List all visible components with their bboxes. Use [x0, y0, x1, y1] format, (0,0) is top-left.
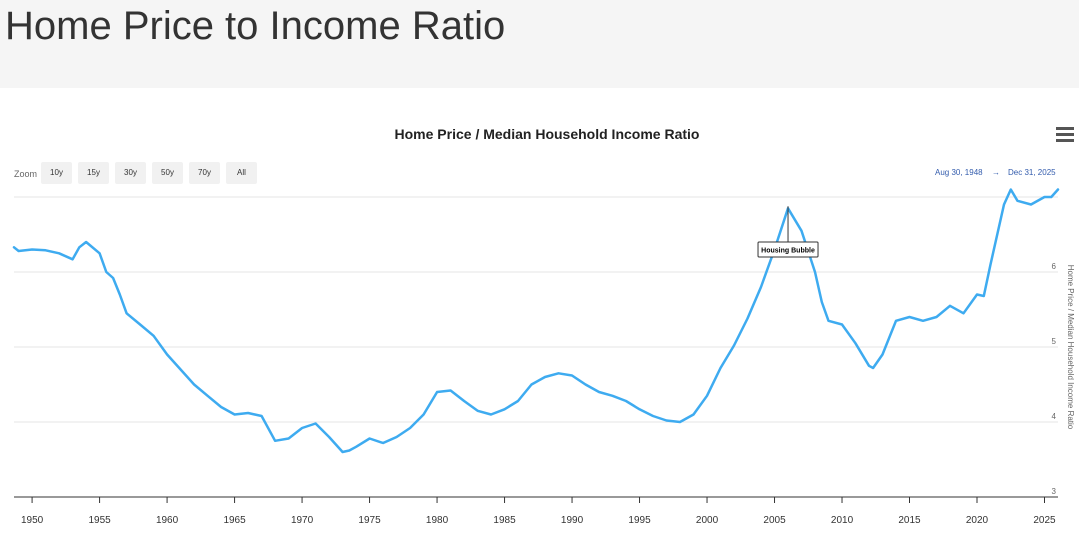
- x-tick-label: 2015: [898, 515, 921, 526]
- x-tick-label: 2025: [1033, 515, 1056, 526]
- x-tick-label: 1990: [561, 515, 584, 526]
- x-tick-label: 1955: [88, 515, 111, 526]
- x-tick-label: 1975: [358, 515, 381, 526]
- range-to-input[interactable]: Dec 31, 2025: [1008, 168, 1056, 177]
- x-tick-label: 1995: [628, 515, 651, 526]
- x-tick-label: 1965: [223, 515, 246, 526]
- annotation-box: [757, 241, 819, 258]
- page-title: Home Price to Income Ratio: [5, 4, 506, 48]
- zoom-70y-button[interactable]: 70y: [189, 162, 220, 184]
- y-tick-label: 5: [1052, 337, 1057, 346]
- x-tick-label: 1985: [493, 515, 516, 526]
- range-arrow: →: [992, 168, 1000, 177]
- x-tick-label: 2005: [763, 515, 786, 526]
- zoom-30y-button[interactable]: 30y: [115, 162, 146, 184]
- range-from-input[interactable]: Aug 30, 1948: [935, 168, 983, 177]
- zoom-all-button[interactable]: All: [226, 162, 257, 184]
- zoom-label: Zoom: [14, 169, 38, 179]
- y-tick-label: 6: [1052, 262, 1057, 271]
- zoom-15y-button[interactable]: 15y: [78, 162, 109, 184]
- x-tick-label: 2020: [966, 515, 989, 526]
- y-tick-label: 3: [1052, 487, 1057, 496]
- zoom-10y-button[interactable]: 10y: [41, 162, 72, 184]
- chart-title: Home Price / Median Household Income Rat…: [394, 126, 700, 142]
- x-tick-label: 1950: [21, 515, 44, 526]
- x-tick-label: 1960: [156, 515, 179, 526]
- annotation-label: Housing Bubble: [761, 248, 815, 255]
- zoom-50y-button[interactable]: 50y: [152, 162, 183, 184]
- x-tick-label: 1970: [291, 515, 314, 526]
- hamburger-menu-icon[interactable]: [1054, 127, 1076, 147]
- x-tick-label: 2010: [831, 515, 854, 526]
- page-header: Home Price to Income Ratio: [0, 0, 1079, 88]
- series-line: [12, 188, 1060, 454]
- x-tick-label: 2000: [696, 515, 719, 526]
- x-tick-label: 1980: [426, 515, 449, 526]
- y-axis-title: Home Price / Median Household Income Rat…: [1066, 265, 1075, 430]
- y-tick-label: 4: [1052, 412, 1057, 421]
